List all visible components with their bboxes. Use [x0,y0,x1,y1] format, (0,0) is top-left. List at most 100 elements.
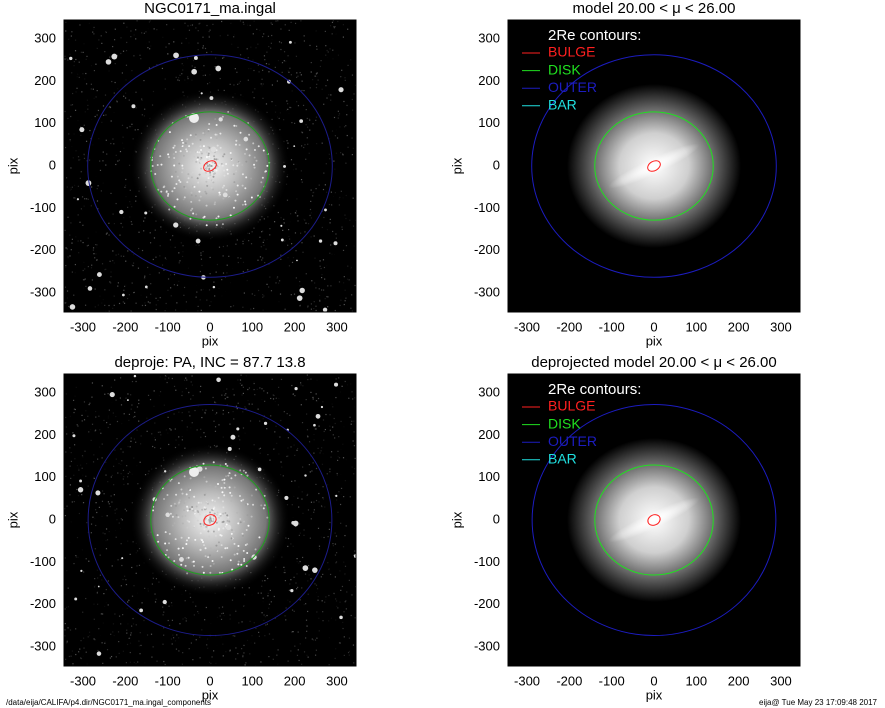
galaxy-speckle [233,553,236,556]
noise [140,294,142,296]
noise [340,299,342,301]
noise [113,484,115,486]
galaxy-speckle [182,141,185,144]
noise [184,22,186,24]
noise [159,391,162,393]
noise [90,532,92,534]
noise [70,115,72,118]
x-tick-label: -100 [599,319,625,334]
noise [268,607,270,609]
galaxy-speckle [211,518,214,521]
star [227,446,232,451]
star [189,113,199,123]
noise [228,255,230,257]
noise [163,627,165,629]
noise [106,232,108,234]
noise [243,292,245,294]
noise [157,299,159,301]
noise [125,184,127,187]
noise [335,552,338,554]
noise [274,431,276,433]
noise [168,377,170,379]
galaxy-speckle [221,491,224,494]
noise [113,295,115,297]
noise [90,137,92,140]
noise [306,137,308,139]
galaxy-speckle [238,494,241,497]
noise [270,415,272,417]
noise [89,634,91,637]
noise [135,195,137,198]
galaxy-speckle [235,170,238,173]
star [121,557,124,560]
noise [139,54,141,56]
noise [249,420,252,422]
noise [261,69,264,71]
noise [160,228,162,230]
noise [261,78,263,80]
noise [99,169,102,172]
noise [257,592,259,594]
noise [323,536,325,539]
noise [237,46,239,49]
y-tick-label: 300 [34,384,56,399]
noise [180,242,182,244]
noise [209,82,211,84]
noise [120,404,123,406]
noise [280,217,282,219]
galaxy-speckle [173,164,176,167]
noise [220,636,222,638]
noise [117,631,120,633]
noise [178,637,180,639]
noise [174,309,177,311]
noise [73,474,75,476]
noise [269,459,271,461]
noise [88,560,90,562]
galaxy-speckle [193,525,196,528]
noise [242,411,244,413]
noise [75,58,77,61]
noise [126,643,129,646]
noise [244,594,246,596]
noise [300,178,303,181]
noise [261,398,263,401]
noise [182,652,184,654]
noise [329,414,331,416]
noise [88,22,90,24]
noise [162,614,164,616]
noise [237,261,239,264]
noise [106,421,108,424]
noise [95,63,97,65]
noise [340,420,342,423]
noise [323,439,325,441]
noise [197,405,199,408]
galaxy-speckle [228,486,231,489]
noise [247,79,249,81]
galaxy-speckle [212,172,215,175]
noise [296,72,298,74]
noise [339,642,341,644]
noise [307,436,309,438]
noise [236,239,238,241]
noise [344,77,346,79]
noise [306,429,309,431]
noise [312,195,314,197]
noise [193,614,195,616]
star [333,241,338,246]
noise [239,80,242,83]
footer-stamp: eija@ Tue May 23 17:09:48 2017 [759,698,878,707]
galaxy-speckle [168,208,171,211]
noise [331,130,334,132]
noise [326,265,328,267]
noise [199,299,201,301]
noise [64,405,67,407]
noise [114,81,116,84]
noise [96,569,99,571]
noise [312,192,314,194]
noise [101,500,104,502]
noise [123,575,126,577]
noise [300,382,302,384]
noise [256,31,258,33]
noise [317,221,319,223]
noise [294,454,296,457]
